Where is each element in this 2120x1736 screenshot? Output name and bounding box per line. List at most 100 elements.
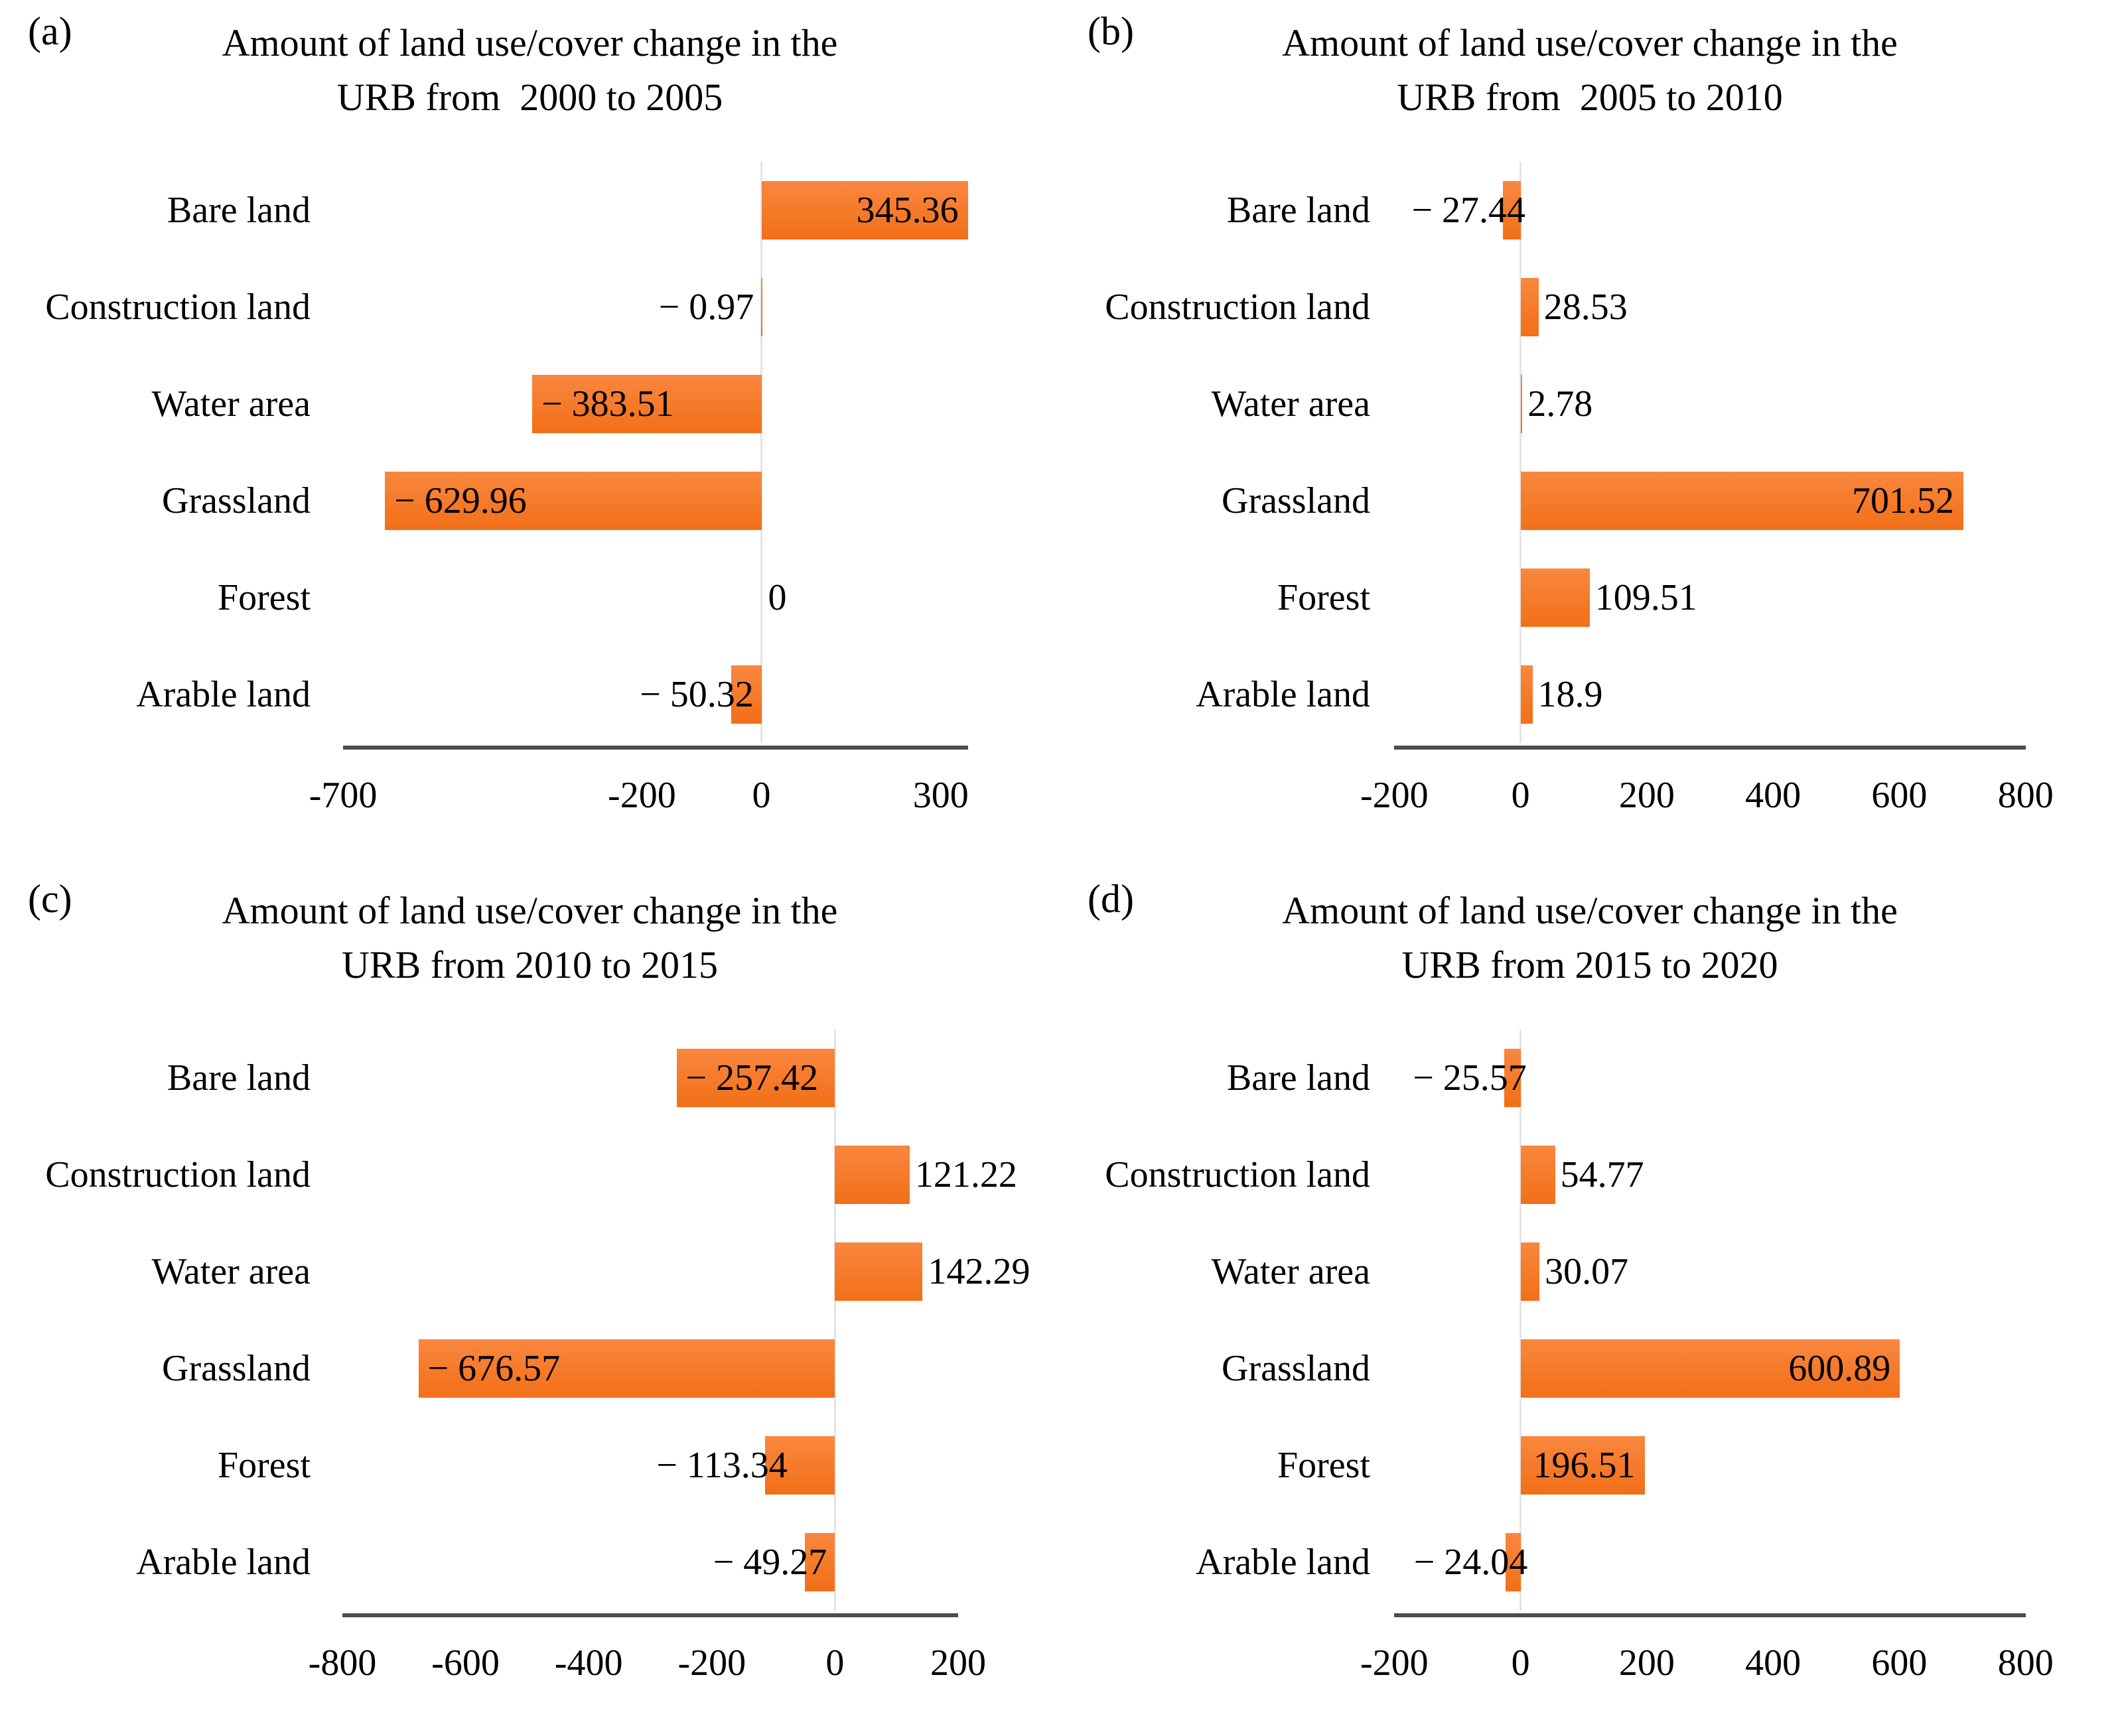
panel-d: (d) Amount of land use/cover change in t…: [1060, 868, 2120, 1736]
plot-area: 345.36 − 0.97 − 383.51 − 629.96 0 − 50.32 -700…: [309, 161, 975, 816]
data-label-grassland: 600.89: [1788, 1347, 1891, 1389]
x-axis-line: [1394, 1613, 2026, 1617]
tick-label-200: -200: [1360, 1642, 1429, 1684]
bar-bare-land: [1503, 180, 1521, 239]
category-label-grassland: Grassland: [162, 1347, 311, 1389]
chart-title-line2: URB from 2010 to 2015: [341, 943, 719, 987]
chart-title-line1: Amount of land use/cover change in the: [1282, 21, 1898, 64]
bar-grassland: [418, 1339, 835, 1398]
tick-label-0: 0: [1511, 774, 1530, 816]
chart-title-line1: Amount of land use/cover change in the: [222, 21, 838, 64]
bar-arable-land: [731, 665, 762, 724]
category-label-bare-land: Bare land: [1226, 189, 1370, 231]
bar-construction-land: [835, 1145, 910, 1204]
plot-area: − 257.42 121.22 142.29 − 676.57 − 113.34 − 49…: [309, 1029, 1030, 1684]
plot-area: − 27.44 28.53 2.78 701.52 109.51 18.9 -200 0 200…: [1360, 161, 2054, 816]
bar-forest: [1520, 568, 1590, 627]
bar-construction-land: [760, 277, 762, 336]
chart-title-d: Amount of land use/cover change in the U…: [1060, 884, 2120, 993]
category-label-bare-land: Bare land: [167, 1057, 311, 1099]
category-label-water-area: Water area: [1211, 1250, 1370, 1292]
tick-label-0: 0: [825, 1642, 845, 1684]
chart-area-a: Bare land Construction land Water area Gras…: [27, 161, 1028, 852]
zero-gridline: [760, 161, 763, 743]
category-label-grassland: Grassland: [1222, 480, 1370, 521]
bar-grassland: [385, 471, 762, 530]
zero-gridline: [833, 1029, 836, 1611]
chart-title-line2: URB from 2005 to 2010: [1397, 76, 1783, 119]
category-label-construction-land: Construction land: [45, 286, 311, 328]
tick-label-800: -800: [308, 1642, 377, 1684]
data-label-construction-land: 54.77: [1560, 1154, 1644, 1195]
category-label-bare-land: Bare land: [167, 189, 311, 231]
chart-area-b: Bare land Construction land Water area Gras…: [1086, 161, 2088, 852]
data-label-water-area: 142.29: [928, 1250, 1030, 1292]
category-label-construction-land: Construction land: [1105, 286, 1370, 328]
category-label-bare-land: Bare land: [1226, 1057, 1370, 1099]
category-label-forest: Forest: [1277, 576, 1370, 618]
category-label-water-area: Water area: [151, 1250, 311, 1292]
tick-label-600: 600: [1871, 1642, 1928, 1684]
panel-c: (c) Amount of land use/cover change in t…: [0, 868, 1060, 1736]
category-label-arable-land: Arable land: [1196, 1541, 1370, 1583]
data-label-water-area: − 383.51: [541, 383, 674, 425]
bar-bare-land: [761, 180, 968, 239]
bar-bare-land: [676, 1048, 835, 1107]
bar-arable-land: [1520, 665, 1533, 724]
panel-letter-a: (a): [28, 9, 72, 53]
bar-arable-land: [804, 1532, 835, 1591]
tick-label-200: 200: [1618, 1642, 1675, 1684]
zero-gridline: [1519, 161, 1522, 743]
data-label-arable-land: 18.9: [1537, 673, 1603, 715]
tick-label-700: -700: [309, 774, 378, 816]
chart-area-d: Bare land Construction land Water area Gras…: [1086, 1029, 2088, 1719]
chart-title-a: Amount of land use/cover change in the U…: [0, 16, 1060, 125]
tick-label-200: -200: [1360, 774, 1429, 816]
x-axis-line: [342, 1613, 958, 1617]
bar-forest: [765, 1436, 835, 1495]
category-label-forest: Forest: [1277, 1444, 1370, 1486]
data-label-bare-land: − 27.44: [1411, 189, 1526, 231]
category-label-water-area: Water area: [1211, 383, 1370, 425]
chart-title-line2: URB from 2000 to 2005: [336, 76, 723, 119]
category-label-forest: Forest: [218, 576, 311, 618]
data-label-bare-land: − 257.42: [685, 1057, 819, 1099]
chart-title-line1: Amount of land use/cover change in the: [1282, 889, 1898, 932]
tick-label-200: 200: [930, 1642, 986, 1684]
category-label-forest: Forest: [218, 1444, 311, 1486]
bar-construction-land: [1520, 277, 1539, 336]
chart-title-c: Amount of land use/cover change in the U…: [0, 884, 1060, 993]
bar-construction-land: [1520, 1145, 1555, 1204]
zero-gridline: [1519, 1029, 1522, 1611]
panel-letter-c: (c): [28, 877, 72, 921]
data-label-construction-land: 121.22: [914, 1154, 1017, 1195]
panel-b: (b) Amount of land use/cover change in t…: [1060, 0, 2120, 868]
tick-label-800: 800: [1997, 774, 2054, 816]
category-label-construction-land: Construction land: [1105, 1154, 1370, 1195]
tick-label-400: 400: [1745, 774, 1802, 816]
tick-label-400: 400: [1745, 1642, 1802, 1684]
category-label-arable-land: Arable land: [1196, 673, 1370, 715]
data-label-forest: 0: [768, 576, 787, 618]
data-label-arable-land: − 24.04: [1413, 1541, 1528, 1583]
tick-label-200: 200: [1618, 774, 1675, 816]
tick-label-0: 0: [1511, 1642, 1530, 1684]
panel-letter-d: (d): [1088, 877, 1134, 921]
data-label-construction-land: 28.53: [1543, 286, 1628, 328]
data-label-arable-land: − 50.32: [640, 673, 754, 715]
bar-water-area: [1520, 1242, 1540, 1301]
panel-letter-b: (b): [1088, 9, 1134, 53]
data-label-grassland: − 629.96: [394, 480, 527, 521]
tick-label-400: -400: [554, 1642, 623, 1684]
x-axis-line: [1394, 745, 2026, 750]
bar-water-area: [1520, 374, 1523, 433]
panel-a: (a) Amount of land use/cover change in t…: [0, 0, 1060, 868]
bar-arable-land: [1505, 1532, 1521, 1591]
data-label-forest: 109.51: [1594, 576, 1697, 618]
bar-water-area: [835, 1242, 923, 1301]
chart-title-line1: Amount of land use/cover change in the: [222, 889, 838, 932]
tick-label-0: 0: [752, 774, 771, 816]
bar-water-area: [532, 374, 762, 433]
category-label-arable-land: Arable land: [136, 1541, 311, 1583]
